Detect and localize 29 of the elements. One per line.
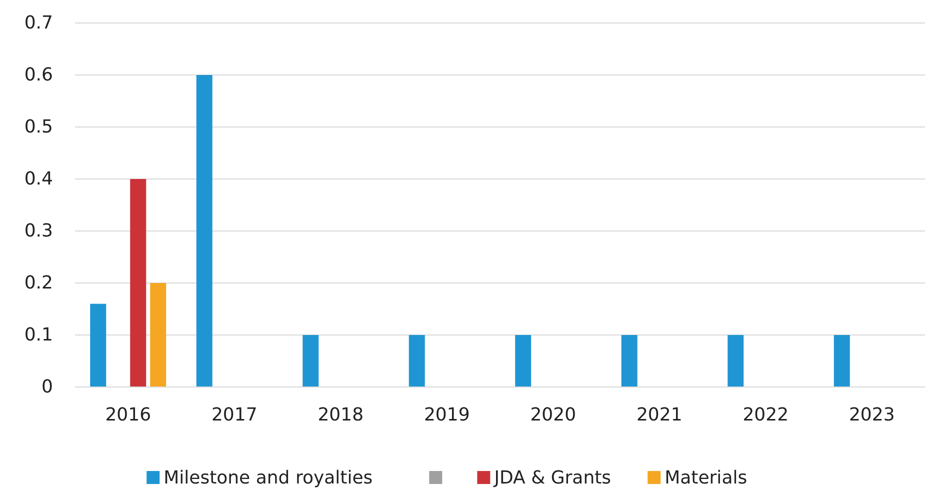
bar (150, 283, 166, 387)
legend-label: Milestone and royalties (164, 468, 373, 488)
y-tick-label: 0.6 (24, 64, 53, 86)
y-tick-label: 0.4 (24, 168, 53, 190)
legend-label: JDA & Grants (493, 468, 612, 488)
bar (621, 335, 638, 387)
y-tick-label: 0.3 (24, 220, 53, 242)
x-tick-label: 2017 (211, 404, 258, 426)
y-tick-label: 0 (42, 376, 53, 398)
bar (834, 335, 850, 387)
y-tick-label: 0.1 (24, 324, 53, 346)
legend-label: Materials (664, 468, 748, 488)
y-tick-label: 0.2 (24, 272, 53, 294)
y-tick-label: 0.7 (24, 12, 53, 34)
bar (408, 335, 425, 387)
x-tick-label: 2019 (424, 404, 470, 426)
bar (728, 335, 744, 387)
x-tick-label: 2023 (848, 404, 895, 426)
bar (302, 335, 319, 387)
x-tick-label: 2022 (742, 404, 789, 426)
bar (90, 304, 106, 387)
bar (515, 335, 532, 387)
x-tick-label: 2016 (105, 404, 152, 426)
y-tick-label: 0.5 (24, 116, 53, 138)
bar (130, 179, 146, 387)
x-tick-label: 2018 (318, 404, 364, 426)
x-tick-label: 2021 (636, 404, 682, 426)
bar (196, 75, 212, 387)
x-tick-label: 2020 (530, 404, 576, 426)
